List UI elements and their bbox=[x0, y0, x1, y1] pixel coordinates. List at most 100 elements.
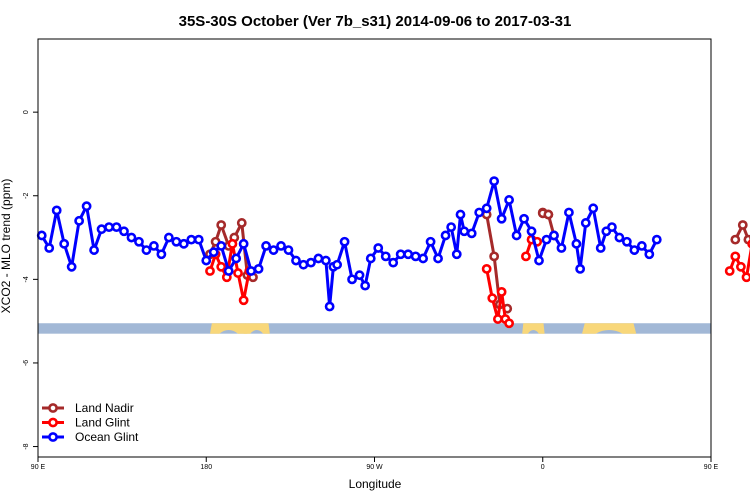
series-4-point-0-59 bbox=[455, 209, 466, 220]
legend-marker-1 bbox=[48, 417, 58, 428]
series-4-point-0-38 bbox=[320, 255, 331, 266]
series-4-point-0-44 bbox=[354, 270, 365, 281]
series-4-point-0-1 bbox=[44, 243, 55, 253]
series-4-point-0-42 bbox=[339, 236, 350, 247]
series-4-point-0-12 bbox=[126, 232, 137, 243]
series-4-point-0-75 bbox=[571, 238, 582, 249]
series-4-point-0-6 bbox=[81, 201, 92, 212]
series-4-point-0-2 bbox=[51, 205, 62, 216]
series-4-point-0-55 bbox=[433, 253, 443, 264]
land-patch-1 bbox=[243, 323, 270, 334]
series-4-point-0-68 bbox=[519, 213, 529, 224]
y-tick-label-4: -8 bbox=[23, 443, 30, 449]
series-4-point-0-4 bbox=[66, 261, 77, 272]
series-4-point-0-87 bbox=[651, 234, 662, 245]
series-4-point-0-37 bbox=[313, 253, 324, 264]
series-4-point-0-19 bbox=[178, 238, 189, 249]
series-4-point-0-76 bbox=[575, 263, 586, 274]
series-0-point-2-1 bbox=[737, 220, 748, 230]
series-4-point-0-14 bbox=[141, 245, 152, 255]
series-1-point-2-3 bbox=[741, 272, 750, 283]
series-4-point-0-31 bbox=[268, 245, 279, 255]
series-1-point-0-2 bbox=[216, 261, 227, 272]
series-2-point-0-1 bbox=[543, 209, 554, 220]
series-0-point-0-2 bbox=[216, 220, 227, 230]
series-4-point-0-64 bbox=[489, 176, 500, 187]
x-tick-label-2: 90 W bbox=[366, 464, 383, 471]
series-1-point-0-5 bbox=[233, 268, 243, 278]
series-4-point-0-24 bbox=[216, 241, 227, 251]
y-axis-label: XCO2 - MLO trend (ppm) bbox=[0, 179, 13, 314]
series-4-point-0-69 bbox=[526, 226, 537, 237]
series-4-point-0-83 bbox=[621, 236, 632, 247]
series-4-point-0-56 bbox=[440, 230, 451, 241]
series-4-point-0-11 bbox=[119, 226, 129, 237]
series-4-point-0-25 bbox=[223, 266, 234, 276]
series-4-point-0-5 bbox=[74, 215, 85, 226]
series-1-point-2-1 bbox=[730, 251, 741, 262]
x-tick-label-1: 180 bbox=[200, 464, 212, 471]
series-4-point-0-73 bbox=[556, 243, 567, 253]
series-4-point-0-53 bbox=[418, 253, 429, 264]
series-4-point-0-39 bbox=[324, 301, 335, 312]
legend-marker-2 bbox=[48, 432, 58, 442]
series-4-point-0-36 bbox=[306, 257, 316, 268]
series-4-point-0-9 bbox=[104, 222, 114, 232]
series-4-point-0-18 bbox=[171, 236, 182, 247]
series-3-point-0-2 bbox=[492, 314, 503, 324]
series-3-point-0-0 bbox=[481, 263, 492, 274]
series-4-point-0-61 bbox=[466, 228, 477, 239]
series-1-point-2-0 bbox=[724, 266, 735, 276]
series-4-point-0-82 bbox=[614, 232, 625, 243]
series-4-point-0-43 bbox=[347, 274, 357, 285]
ocean-band bbox=[38, 323, 711, 334]
series-4-point-0-49 bbox=[388, 257, 399, 268]
series-4 bbox=[36, 176, 662, 312]
axis-ticks: 90 E 180 90 W 0 90 E 0 -2 -4 -6 -8 bbox=[23, 110, 719, 471]
y-tick-label-3: -6 bbox=[23, 360, 30, 366]
series-4-point-0-16 bbox=[156, 249, 167, 260]
y-tick-label-1: -2 bbox=[23, 193, 30, 199]
series-4-point-0-34 bbox=[291, 255, 301, 266]
series-4-point-0-84 bbox=[629, 245, 640, 255]
series-4-point-0-23 bbox=[208, 247, 219, 258]
series-4-point-0-8 bbox=[96, 224, 107, 235]
land-patch-3 bbox=[582, 323, 637, 334]
series-4-line-0 bbox=[40, 179, 659, 309]
series-4-point-0-10 bbox=[111, 222, 122, 232]
legend-label-1: Land Glint bbox=[75, 416, 130, 430]
series-1-point-0-4 bbox=[227, 238, 238, 249]
series-4-point-0-57 bbox=[446, 222, 457, 232]
series-4-point-0-7 bbox=[89, 245, 99, 255]
series-4-point-0-35 bbox=[298, 259, 309, 270]
series-4-point-0-17 bbox=[163, 232, 174, 243]
series-4-point-0-58 bbox=[451, 249, 462, 260]
series-3-point-0-5 bbox=[504, 318, 514, 329]
series-4-point-0-21 bbox=[193, 234, 204, 245]
y-tick-label-0: 0 bbox=[23, 110, 30, 114]
series-4-point-0-71 bbox=[541, 234, 552, 245]
x-tick-label-0: 90 E bbox=[31, 464, 46, 471]
series-4-point-0-28 bbox=[246, 266, 257, 276]
land-patch-2 bbox=[522, 323, 545, 334]
series-4-point-0-0 bbox=[36, 230, 47, 241]
series-3-point-0-3 bbox=[496, 286, 507, 297]
series-4-point-0-67 bbox=[511, 230, 522, 241]
series-3 bbox=[481, 263, 514, 329]
series-lines bbox=[36, 176, 750, 329]
series-4-point-0-66 bbox=[504, 195, 514, 205]
land-ocean-band bbox=[38, 323, 711, 334]
series-1-point-2-2 bbox=[736, 261, 746, 272]
series-1-point-1-0 bbox=[521, 251, 531, 262]
series-4-point-0-29 bbox=[253, 263, 264, 274]
series-4-point-0-20 bbox=[186, 234, 197, 245]
series-4-point-0-33 bbox=[283, 245, 294, 255]
series-4-point-0-52 bbox=[410, 251, 421, 262]
series-4-point-0-63 bbox=[481, 203, 492, 214]
series-0-point-2-0 bbox=[730, 234, 741, 245]
series-4-point-0-3 bbox=[59, 238, 70, 249]
series-4-point-0-79 bbox=[595, 243, 606, 253]
series-4-point-0-85 bbox=[636, 241, 647, 251]
series-3-point-0-1 bbox=[487, 293, 498, 304]
